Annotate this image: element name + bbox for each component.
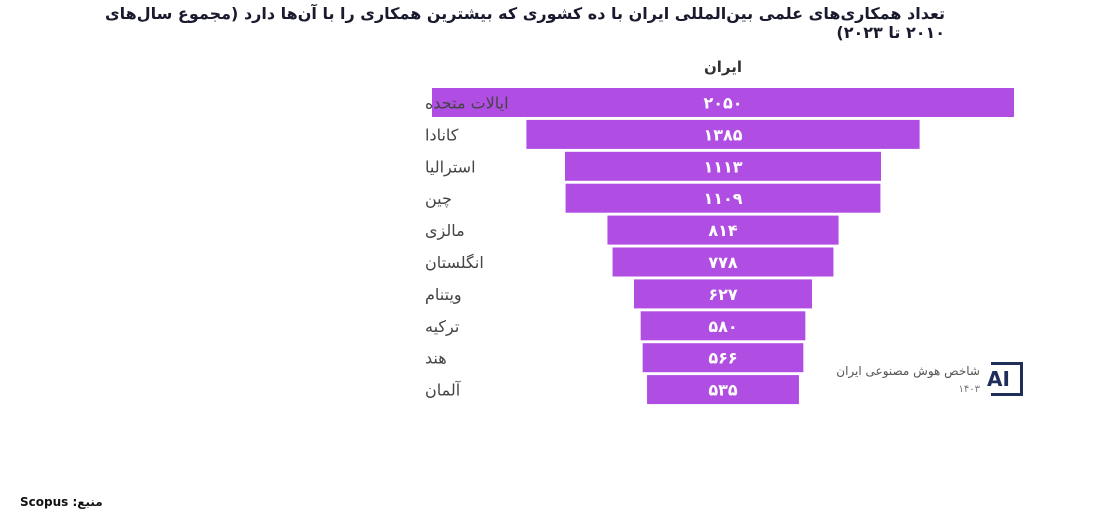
category-label: مالزی [425, 221, 465, 241]
logo-year: ۱۴۰۳ [958, 384, 980, 395]
category-label: انگلستان [425, 253, 484, 272]
category-label: ترکیه [425, 317, 459, 337]
value-label: ۱۱۱۳ [703, 157, 742, 176]
funnel-bar [633, 279, 813, 309]
logo-text: شاخص هوش مصنوعی ایران [836, 364, 980, 378]
funnel-bar [432, 88, 1014, 117]
category-label: آلمان [425, 381, 462, 400]
funnel-bar [647, 375, 799, 405]
value-label: ۸۱۴ [708, 221, 738, 240]
category-label: کانادا [425, 125, 459, 144]
category-label: ویتنام [425, 285, 462, 305]
value-label: ۵۳۵ [708, 381, 738, 400]
funnel-bar [565, 183, 881, 213]
funnel-bar [607, 215, 839, 245]
funnel-bar [565, 151, 881, 181]
value-label: ۵۶۶ [708, 349, 737, 368]
value-label: ۱۱۰۹ [703, 189, 742, 208]
value-label: ۲۰۵۰ [703, 94, 742, 113]
category-label: ایالات متحده [425, 94, 509, 113]
category-label: چین [425, 189, 452, 209]
value-label: ۶۲۷ [708, 285, 738, 304]
value-label: ۱۳۸۵ [703, 125, 742, 144]
funnel-bar [526, 119, 920, 149]
value-label: ۷۷۸ [708, 253, 738, 272]
funnel-bar [640, 311, 806, 341]
source-note: منبع: Scopus [20, 495, 103, 509]
value-label: ۵۸۰ [708, 317, 737, 336]
funnel-bar [642, 343, 804, 373]
logo-mark-icon: AI [987, 362, 1023, 396]
chart-title: تعداد همکاری‌های علمی بین‌المللی ایران ب… [104, 4, 945, 42]
series-header: ایران [703, 58, 743, 76]
category-label: هند [425, 349, 447, 368]
logo: شاخص هوش مصنوعی ایران ۱۴۰۳ AI [820, 360, 1025, 405]
funnel-bar [612, 247, 834, 277]
category-label: استرالیا [425, 157, 476, 177]
